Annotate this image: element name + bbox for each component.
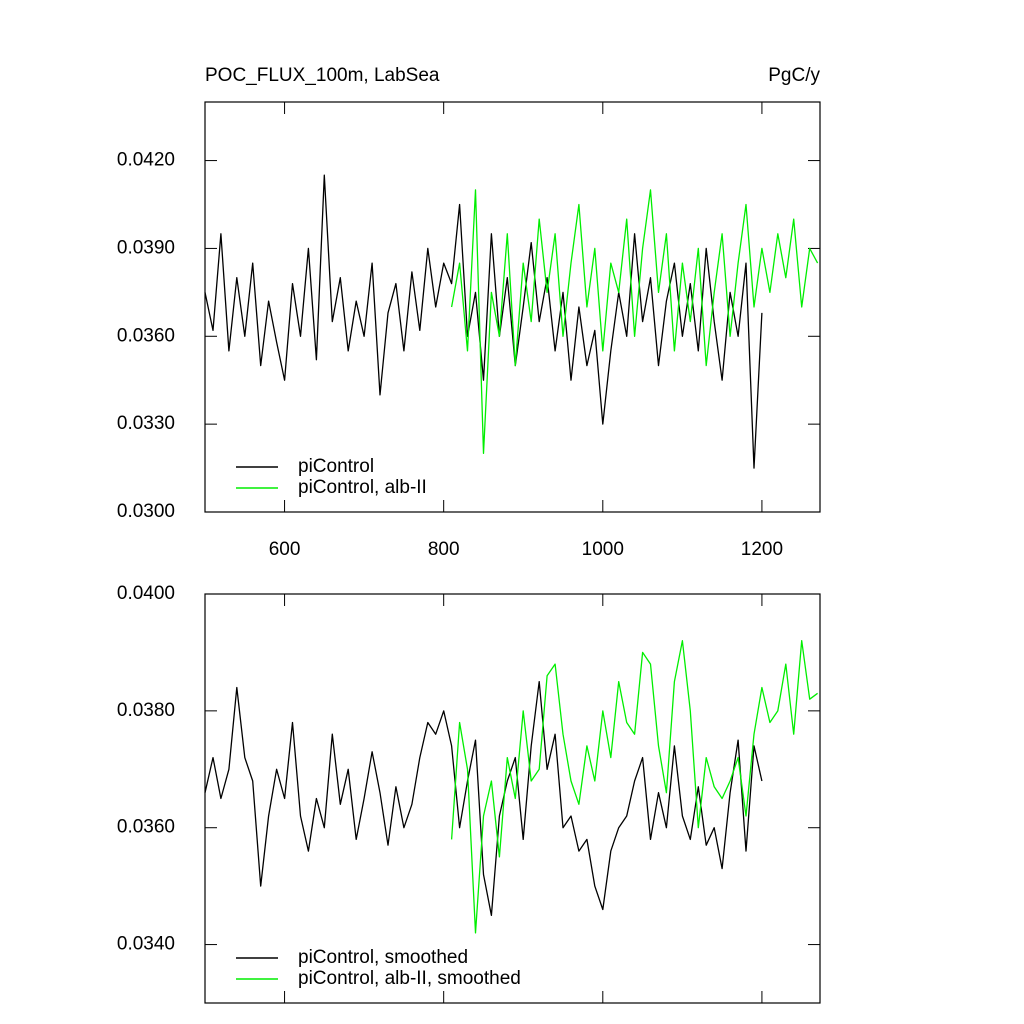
plot-frame <box>204 593 821 1004</box>
legend-label: piControl <box>298 456 374 477</box>
plot-frame <box>204 101 821 513</box>
x-tick-label: 600 <box>269 539 301 560</box>
y-tick-label: 0.0360 <box>117 817 175 838</box>
x-tick-label: 800 <box>428 539 460 560</box>
y-tick-label: 0.0360 <box>117 325 175 346</box>
y-tick-label: 0.0330 <box>117 413 175 434</box>
series-line <box>450 640 818 934</box>
y-tick-label: 0.0340 <box>117 934 175 955</box>
y-tick-label: 0.0420 <box>117 150 175 171</box>
y-tick-label: 0.0390 <box>117 237 175 258</box>
y-tick-label: 0.0300 <box>117 501 175 522</box>
units-label: PgC/y <box>768 65 820 86</box>
series-line <box>450 189 819 455</box>
x-tick-label: 1000 <box>582 539 624 560</box>
legend-label: piControl, smoothed <box>298 947 468 968</box>
y-tick-label: 0.0400 <box>117 583 175 604</box>
series-line <box>204 174 763 469</box>
series-line <box>204 680 763 917</box>
legend-label: piControl, alb-II, smoothed <box>298 968 521 989</box>
y-tick-label: 0.0380 <box>117 700 175 721</box>
x-tick-label: 1200 <box>741 539 783 560</box>
legend-label: piControl, alb-II <box>298 477 427 498</box>
chart-title: POC_FLUX_100m, LabSea <box>205 65 440 86</box>
